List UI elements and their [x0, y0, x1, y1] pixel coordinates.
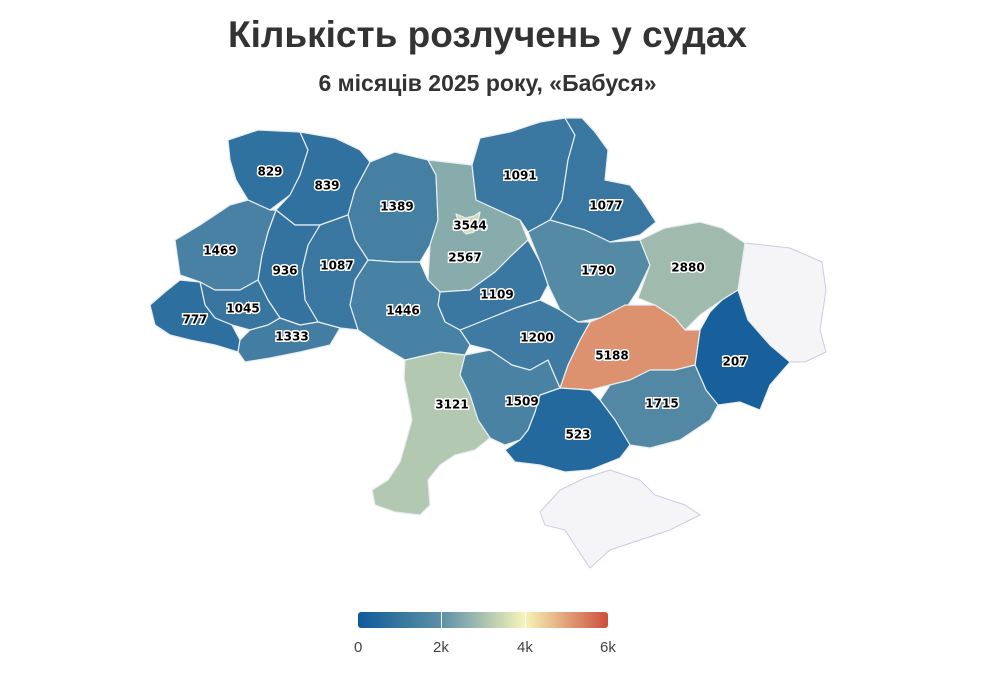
region-Закарпатська[interactable]	[149, 279, 241, 353]
map-subtitle: 6 місяців 2025 року, «Бабуся»	[318, 70, 657, 96]
region-Одеська[interactable]	[371, 351, 491, 516]
region-value-label: 1087	[320, 259, 353, 273]
region-value-label: 1790	[581, 264, 614, 278]
region-value-label: 3544	[453, 219, 486, 233]
legend-tick-label: 6k	[600, 639, 616, 656]
region-value-label: 1389	[380, 200, 413, 214]
region-value-label: 777	[182, 313, 207, 327]
region-value-label: 1077	[589, 199, 622, 213]
region-value-label: 936	[272, 264, 297, 278]
region-Полтавська[interactable]	[527, 219, 651, 323]
region-Сумська[interactable]	[549, 117, 657, 243]
region-value-label: 1109	[480, 288, 513, 302]
map-title: Кількість розлучень у судах	[227, 14, 747, 55]
crimea-area	[539, 469, 701, 569]
region-value-label: 829	[257, 165, 282, 179]
region-value-label: 207	[722, 355, 747, 369]
region-value-label: 1469	[203, 244, 236, 258]
region-value-label: 839	[314, 179, 339, 193]
legend-tick-label: 4k	[517, 639, 533, 656]
region-value-label: 1200	[520, 331, 553, 345]
region-value-label: 3121	[435, 398, 468, 412]
region-value-label: 1715	[645, 397, 678, 411]
legend-tick-mark	[525, 612, 526, 628]
region-value-label: 2567	[448, 251, 481, 265]
legend-tick-label: 2k	[433, 639, 449, 656]
region-value-label: 1509	[505, 395, 538, 409]
region-value-label: 523	[565, 428, 590, 442]
region-value-label: 5188	[595, 349, 628, 363]
region-Харківська[interactable]	[637, 221, 746, 331]
legend-tick-mark	[441, 612, 442, 628]
region-м. Київ[interactable]	[455, 211, 481, 235]
color-scale-legend	[358, 612, 608, 628]
region-value-label: 2880	[671, 261, 704, 275]
region-value-label: 1333	[275, 330, 308, 344]
legend-tick-label: 0	[354, 639, 363, 656]
region-value-label: 1091	[503, 169, 536, 183]
region-Дніпропетровська[interactable]	[459, 299, 591, 389]
region-value-label: 1446	[386, 304, 419, 318]
region-Чернівецька[interactable]	[237, 317, 341, 363]
region-value-label: 1045	[226, 302, 259, 316]
